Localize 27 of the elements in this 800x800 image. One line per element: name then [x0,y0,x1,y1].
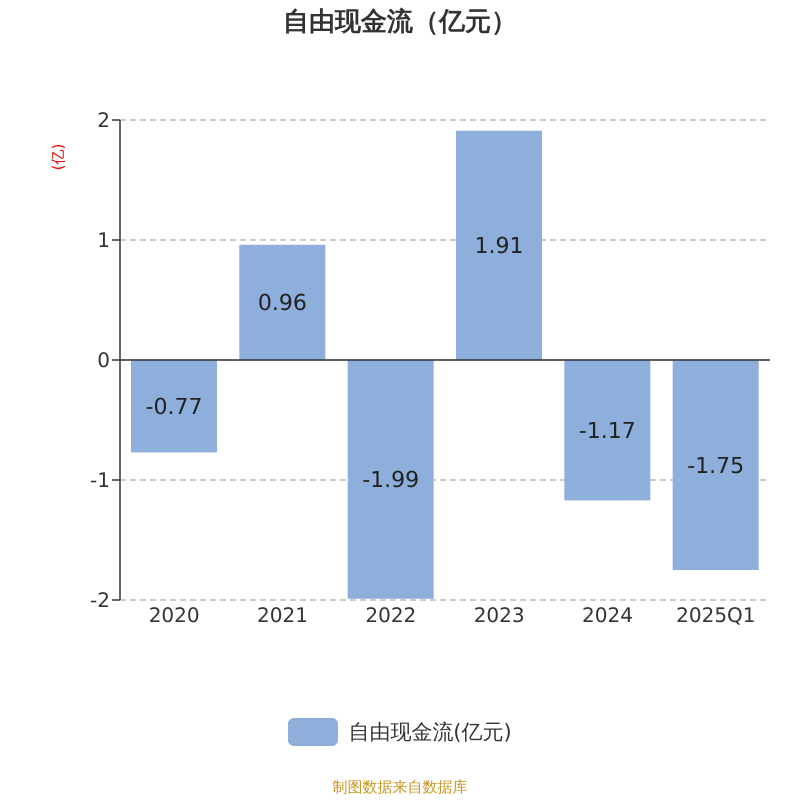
y-axis-title: (亿) [49,142,68,172]
legend-label: 自由现金流(亿元) [348,719,512,746]
data-label: 0.96 [258,291,307,316]
data-label: 1.91 [474,234,524,260]
x-tick-label: 2020 [148,603,200,628]
data-label: -1.75 [687,454,744,479]
y-tick-label: 2 [97,108,110,132]
bar [348,360,434,599]
bar [239,244,326,360]
bar [564,360,650,500]
x-tick-label: 2024 [582,603,633,628]
data-label: -1.17 [578,419,636,444]
bar [672,360,759,570]
x-tick-label: 2022 [365,603,416,628]
data-label: -1.99 [362,468,420,494]
x-tick-label: 2023 [474,603,525,628]
x-tick-label: 2021 [257,603,308,628]
data-label: -0.77 [146,395,202,420]
y-tick-label: -1 [90,468,110,492]
y-tick-label: 1 [97,228,110,252]
y-tick-label: 0 [97,348,110,372]
text: 制图数据来自数据库 [332,778,468,797]
bar [456,130,542,360]
x-tick-label: 2025Q1 [676,603,756,628]
bar [131,360,217,452]
chart-title: 自由现金流（亿元） [282,6,518,39]
y-tick-label: -2 [90,588,110,612]
